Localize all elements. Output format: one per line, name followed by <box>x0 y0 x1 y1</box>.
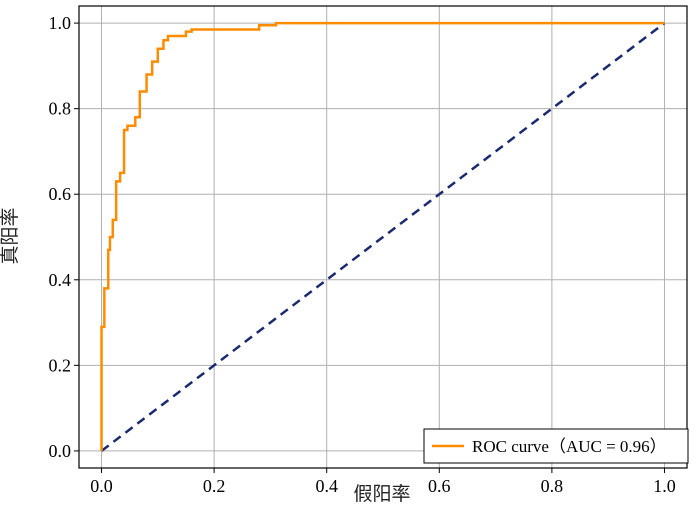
y-tick-label: 0.4 <box>49 270 72 290</box>
x-tick-label: 0.2 <box>203 476 226 496</box>
y-axis-title: 真阳率 <box>0 207 21 264</box>
plot-frame <box>78 5 688 469</box>
x-tick-label: 0.8 <box>541 476 564 496</box>
x-tick-label: 1.0 <box>653 476 676 496</box>
axis-ticks: 0.0 0.2 0.4 0.6 0.8 1.0 0.0 0.2 0.4 0.6 0.8 1.0 <box>49 13 676 496</box>
x-axis-title: 假阳率 <box>353 483 410 505</box>
y-tick-label: 0.8 <box>49 99 72 119</box>
y-tick-label: 0.6 <box>49 184 72 204</box>
legend-label-roc: ROC curve（AUC = 0.96） <box>472 437 667 456</box>
y-tick-label: 1.0 <box>49 13 72 33</box>
legend-box <box>423 428 689 464</box>
y-tick-label: 0.0 <box>49 441 72 461</box>
x-tick-label: 0.6 <box>428 476 451 496</box>
series-layer <box>100 21 666 452</box>
roc-curve-line <box>100 21 665 451</box>
legend: ROC curve（AUC = 0.96） <box>423 428 689 464</box>
x-tick-label: 0.4 <box>315 476 338 496</box>
x-tick-label: 0.0 <box>90 476 113 496</box>
grid <box>79 6 687 468</box>
y-tick-label: 0.2 <box>49 355 72 375</box>
diagonal-reference-line <box>100 22 666 452</box>
